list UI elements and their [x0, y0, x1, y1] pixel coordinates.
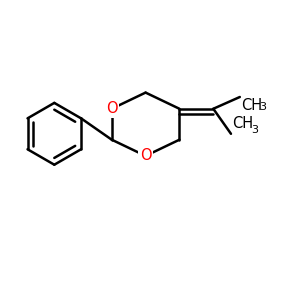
Text: O: O [106, 101, 118, 116]
Text: O: O [140, 148, 152, 164]
Text: CH: CH [241, 98, 262, 113]
Text: 3: 3 [260, 102, 266, 112]
Text: 3: 3 [251, 125, 258, 135]
Text: CH: CH [232, 116, 254, 131]
